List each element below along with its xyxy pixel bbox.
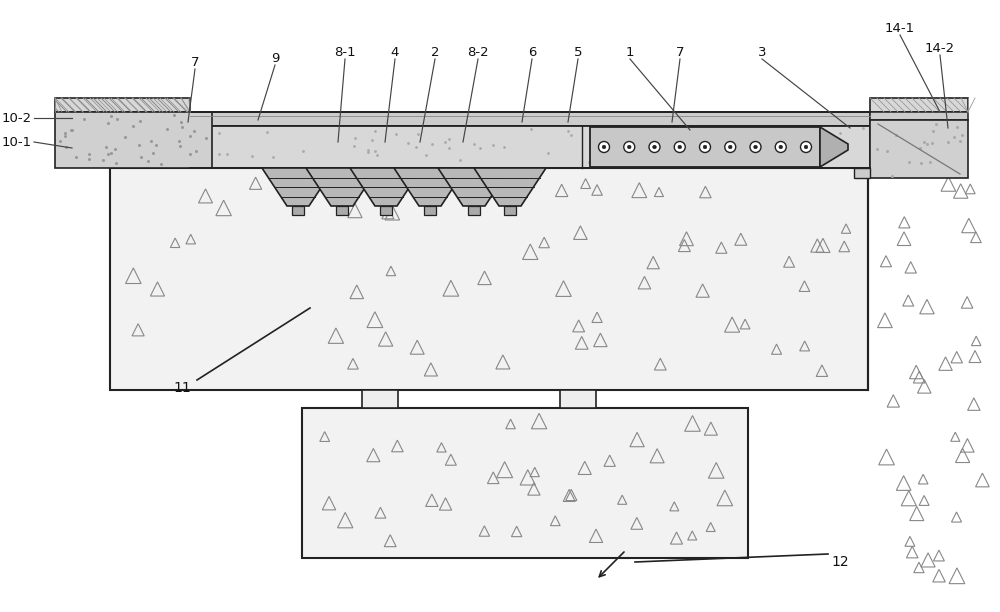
Polygon shape — [504, 206, 516, 215]
Polygon shape — [190, 126, 870, 168]
Circle shape — [674, 141, 685, 152]
Polygon shape — [110, 168, 868, 390]
Polygon shape — [302, 408, 748, 558]
Text: 14-2: 14-2 — [925, 42, 955, 54]
Text: 3: 3 — [758, 45, 766, 59]
Polygon shape — [870, 120, 968, 178]
Polygon shape — [870, 98, 968, 112]
Text: 10-2: 10-2 — [2, 111, 32, 124]
Circle shape — [725, 141, 736, 152]
Circle shape — [649, 141, 660, 152]
Circle shape — [754, 145, 757, 149]
Polygon shape — [190, 112, 870, 126]
Polygon shape — [820, 127, 848, 167]
Text: 6: 6 — [528, 45, 536, 59]
Text: 8-2: 8-2 — [467, 45, 489, 59]
Circle shape — [728, 145, 732, 149]
Text: 4: 4 — [391, 45, 399, 59]
Circle shape — [804, 145, 808, 149]
Circle shape — [678, 145, 682, 149]
Polygon shape — [870, 112, 968, 120]
Circle shape — [627, 145, 631, 149]
Polygon shape — [590, 127, 820, 167]
Text: 1: 1 — [626, 45, 634, 59]
Polygon shape — [438, 168, 510, 206]
Polygon shape — [394, 168, 466, 206]
Polygon shape — [474, 168, 546, 206]
Circle shape — [700, 141, 710, 152]
Circle shape — [775, 141, 786, 152]
Polygon shape — [336, 206, 348, 215]
Text: 7: 7 — [676, 45, 684, 59]
Text: 10-1: 10-1 — [2, 135, 32, 149]
Polygon shape — [55, 98, 190, 112]
Text: 11: 11 — [173, 381, 191, 395]
Circle shape — [703, 145, 707, 149]
Circle shape — [653, 145, 656, 149]
Polygon shape — [55, 112, 212, 168]
Polygon shape — [380, 206, 392, 215]
Polygon shape — [350, 168, 422, 206]
Circle shape — [750, 141, 761, 152]
Circle shape — [624, 141, 635, 152]
Circle shape — [598, 141, 610, 152]
Text: 7: 7 — [191, 56, 199, 69]
Polygon shape — [854, 168, 870, 178]
Polygon shape — [424, 206, 436, 215]
Text: 2: 2 — [431, 45, 439, 59]
Polygon shape — [262, 168, 334, 206]
Text: 8-1: 8-1 — [334, 45, 356, 59]
Text: 9: 9 — [271, 51, 279, 64]
Circle shape — [779, 145, 783, 149]
Polygon shape — [306, 168, 378, 206]
Polygon shape — [362, 390, 398, 408]
Text: 14-1: 14-1 — [885, 21, 915, 34]
Polygon shape — [468, 206, 480, 215]
Circle shape — [800, 141, 812, 152]
Polygon shape — [292, 206, 304, 215]
Polygon shape — [560, 390, 596, 408]
Circle shape — [602, 145, 606, 149]
Text: 12: 12 — [831, 555, 849, 569]
Text: 5: 5 — [574, 45, 582, 59]
